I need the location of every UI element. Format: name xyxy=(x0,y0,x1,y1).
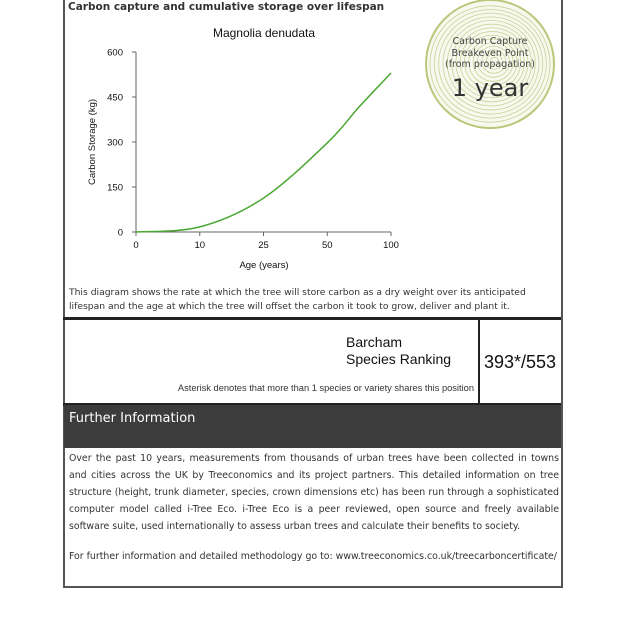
ring xyxy=(433,9,547,119)
badge-line: Carbon Capture xyxy=(452,36,528,47)
badge-value: 1 year xyxy=(451,74,529,102)
section-title: Carbon capture and cumulative storage ov… xyxy=(68,1,385,13)
series-line xyxy=(135,72,392,233)
badge-line: (from propagation) xyxy=(445,59,535,70)
ranking-value: 393*/553 xyxy=(483,351,557,372)
certificate-frame xyxy=(63,0,563,588)
chart-description: This diagram shows the rate at which the… xyxy=(69,287,526,312)
divider xyxy=(63,317,561,320)
ranking-title-line: Barcham xyxy=(346,334,403,350)
x-tick-label: 100 xyxy=(383,240,399,251)
ring xyxy=(425,0,555,129)
species-ranking: Barcham Species Ranking Asterisk denotes… xyxy=(64,320,560,404)
ring xyxy=(455,27,529,99)
y-tick-label: 300 xyxy=(107,138,123,149)
ring xyxy=(429,5,551,123)
ring xyxy=(459,31,525,95)
ring xyxy=(481,49,507,74)
x-tick-label: 10 xyxy=(194,240,205,251)
ring xyxy=(477,45,510,78)
ring xyxy=(485,53,503,70)
divider xyxy=(63,403,561,406)
further-info-body: Over the past 10 years, measurements fro… xyxy=(69,453,559,532)
ring xyxy=(451,23,532,103)
x-tick-label: 0 xyxy=(133,240,138,251)
y-tick-label: 600 xyxy=(107,48,123,59)
ring xyxy=(446,20,536,107)
ranking-note: Asterisk denotes that more than 1 specie… xyxy=(177,383,474,393)
ring xyxy=(464,34,521,90)
chart-title: Magnolia denudata xyxy=(213,26,315,40)
ring xyxy=(442,16,540,111)
x-tick-label: 25 xyxy=(258,240,269,251)
ring xyxy=(490,56,499,66)
further-info-title: Further Information xyxy=(69,411,196,426)
ring xyxy=(438,12,544,115)
y-tick-label: 150 xyxy=(107,183,123,194)
badge-label: Carbon Capture Breakeven Point (from pro… xyxy=(423,36,557,71)
tree-rings-icon xyxy=(425,0,555,129)
y-axis-label: Carbon Storage (kg) xyxy=(87,99,98,185)
ranking-title: Barcham Species Ranking xyxy=(346,334,451,368)
breakeven-badge: Carbon Capture Breakeven Point (from pro… xyxy=(423,0,557,130)
carbon-chart: Magnolia denudata 0 150 300 450 600 0 10 25 50 100… xyxy=(64,0,560,318)
badge-line: Breakeven Point xyxy=(451,47,529,59)
ranking-title-line: Species Ranking xyxy=(346,351,452,367)
divider xyxy=(478,320,480,404)
chart-svg: Magnolia denudata 0 150 300 450 600 0 10 25 50 100… xyxy=(87,26,399,271)
further-info-link: For further information and detailed met… xyxy=(69,551,557,562)
x-axis-label: Age (years) xyxy=(239,260,288,271)
y-tick-label: 0 xyxy=(118,228,123,239)
ring xyxy=(472,42,514,82)
x-tick-label: 50 xyxy=(322,240,333,251)
further-info-header: Further Information xyxy=(64,405,561,448)
ring xyxy=(468,38,518,86)
y-tick-label: 450 xyxy=(107,93,123,104)
